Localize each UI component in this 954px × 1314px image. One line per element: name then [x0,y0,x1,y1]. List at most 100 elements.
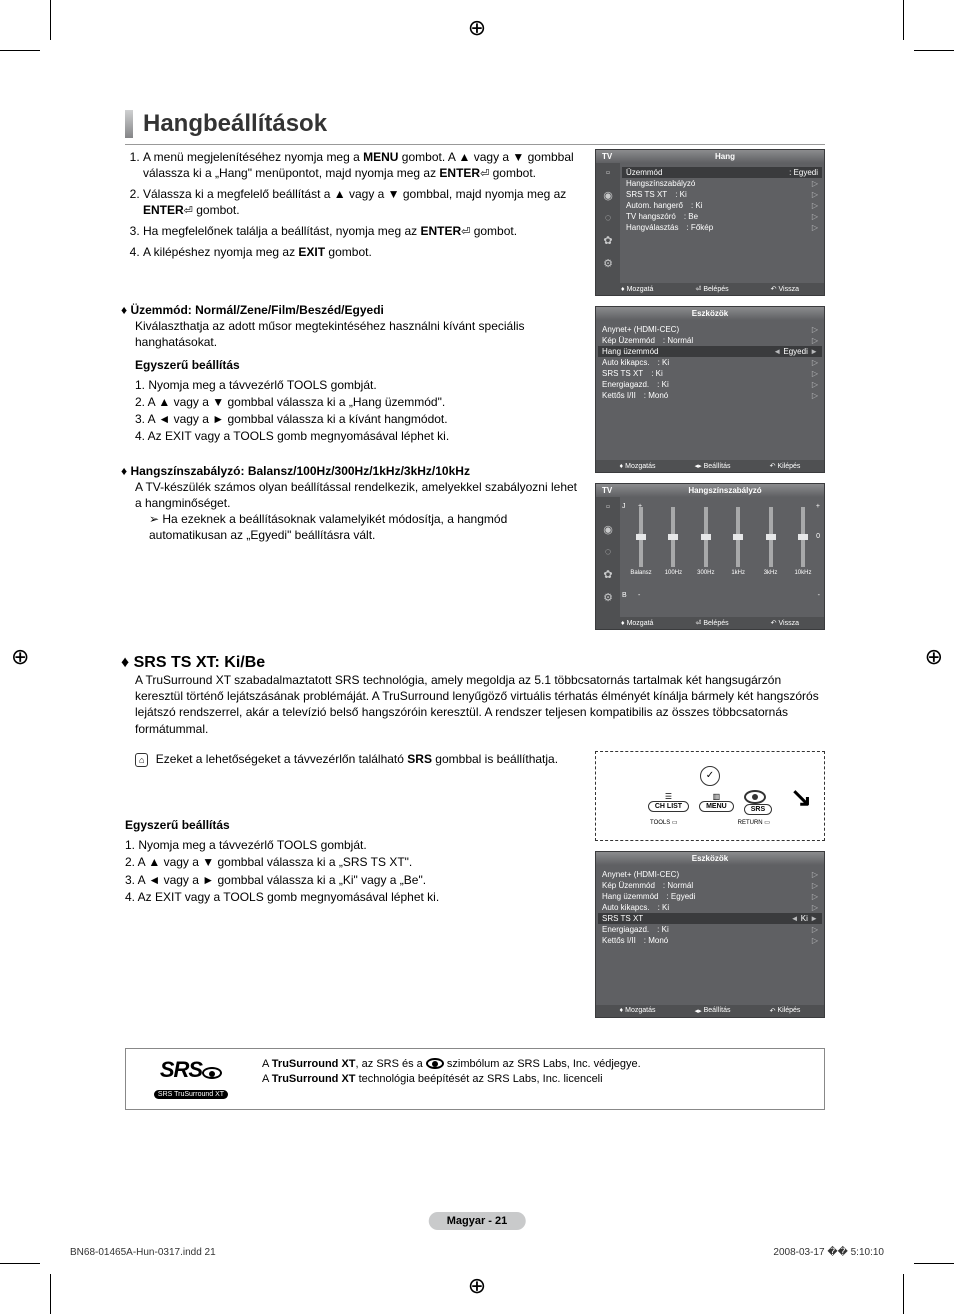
osd-title: Hang [632,152,818,161]
mode-section: Üzemmód: Normál/Zene/Film/Beszéd/Egyedi … [135,302,583,445]
osd-row: Hangszínszabályzó▷ [626,178,818,189]
mode-desc: Kiválaszthatja az adott műsor megtekinté… [135,318,583,350]
osd-sidebar-icons: ▫◉◌✿⚙ [596,163,620,283]
menu-button: MENU [699,801,734,812]
eq-minus: - [638,592,640,599]
osd-tv-label: TV [602,486,632,495]
osd-footer: ♦ Mozgatás ◂▸ Beállítás ↶ Kilépés [596,460,824,472]
tools-label: TOOLS ▭ [650,819,678,826]
srs-remote-note: ⌂ Ezeket a lehetőségeket a távvezérlőn t… [135,751,583,767]
osd-row: Kép Üzemmód: Normál▷ [602,880,818,891]
eq-desc: A TV-készülék számos olyan beállítással … [135,479,583,511]
osd-row: Hang üzemmód: Egyedi▷ [602,891,818,902]
step-2: Válassza ki a megfelelő beállítást a ▲ v… [143,186,583,219]
step-1: A menü megjelenítéséhez nyomja meg a MEN… [143,149,583,182]
crop-mark [0,1263,40,1264]
trademark-line-1: A TruSurround XT, az SRS és a szimbólum … [262,1057,814,1072]
eq-slider: 10kHz [790,507,816,587]
title-bar-icon [125,110,133,138]
info-icon: ⌂ [135,753,148,767]
osd-row: Kettős I/II: Monó▷ [602,390,818,401]
osd-row: Üzemmód: Egyedi [622,167,822,178]
mode-easy-steps: 1. Nyomja meg a távvezérlő TOOLS gombját… [135,377,583,445]
enter-icon [480,166,489,180]
step-3: Ha megfelelőnek találja a beállítást, ny… [143,223,583,240]
crop-mark [914,1263,954,1264]
eq-note: Ha ezeknek a beállításoknak valamelyikét… [149,511,583,543]
osd-tv-label: TV [602,152,632,161]
footer-timestamp: 2008-03-17 �� 5:10:10 [773,1247,884,1258]
eq-slider: 3kHz [758,507,784,587]
eq-slider: 1kHz [725,507,751,587]
osd-row: Kép Üzemmód: Normál▷ [602,335,818,346]
easy-setup-title: Egyszerű beállítás [135,357,583,373]
registration-mark-icon: ⊕ [925,644,943,670]
footer-filename: BN68-01465A-Hun-0317.indd 21 [70,1247,216,1258]
trademark-line-2: A TruSurround XT technológia beépítését … [262,1072,814,1087]
step-4: A kilépéshez nyomja meg az EXIT gombot. [143,244,583,260]
osd-title: Hangszínszabályzó [632,486,818,495]
crop-mark [50,0,51,40]
osd-row: Kettős I/II: Monó▷ [602,935,818,946]
srs-section: SRS TS XT: Ki/Be A TruSurround XT szabad… [135,654,825,737]
eq-left-b: B [622,592,627,599]
srs-easy-steps: 1. Nyomja meg a távvezérlő TOOLS gombját… [125,837,583,905]
crop-mark [0,50,40,51]
srs-title: SRS TS XT: Ki/Be [121,654,825,672]
page-title: Hangbeállítások [143,110,327,138]
osd-footer: ♦ Mozgatá ⏎Belépés ↶ Vissza [596,283,824,295]
osd-row: SRS TS XT: Ki▷ [602,368,818,379]
enter-icon [461,224,470,238]
ok-button-icon: ✓ [700,766,720,786]
srs-eye-icon [744,790,766,804]
crop-mark [50,1274,51,1314]
osd-row: Hangválasztás: Főkép▷ [626,222,818,233]
osd-sidebar-icons: ▫◉◌✿⚙ [596,497,620,617]
osd-hang: TVHang ▫◉◌✿⚙ Üzemmód: EgyediHangszínszab… [595,149,825,296]
crop-mark [914,50,954,51]
print-footer: BN68-01465A-Hun-0317.indd 21 2008-03-17 … [70,1247,884,1258]
eq-section: Hangszínszabályzó: Balansz/100Hz/300Hz/1… [135,463,583,544]
osd-footer: ♦ Mozgatás ◂▸ Beállítás ↶ Kilépés [596,1005,824,1017]
osd-tools-2: Eszközök Anynet+ (HDMI-CEC)▷Kép Üzemmód:… [595,851,825,1018]
osd-title: Eszközök [602,854,818,863]
srs-desc: A TruSurround XT szabadalmaztatott SRS t… [135,672,825,737]
pointer-arrow-icon: ↘ [790,782,812,813]
eq-left-j: J [622,503,626,510]
eq-slider: 300Hz [693,507,719,587]
srs-trademark-block: SRS SRS TruSurround XT A TruSurround XT,… [125,1048,825,1110]
osd-row: Autom. hangerő: Ki▷ [626,200,818,211]
eq-title: Hangszínszabályzó: Balansz/100Hz/300Hz/1… [121,463,583,479]
registration-mark-icon: ⊕ [468,15,486,41]
osd-equalizer: TVHangszínszabályzó ▫◉◌✿⚙ J B + 0 - + 0 … [595,483,825,630]
chlist-button: CH LIST [648,801,689,812]
osd-row: TV hangszóró: Be▷ [626,211,818,222]
page-number-badge: Magyar - 21 [429,1212,526,1230]
srs-button: SRS [744,804,772,815]
osd-row: Anynet+ (HDMI-CEC)▷ [602,324,818,335]
eq-slider: 100Hz [660,507,686,587]
mode-title: Üzemmód: Normál/Zene/Film/Beszéd/Egyedi [121,302,583,318]
crop-mark [903,1274,904,1314]
osd-row: Auto kikapcs.: Ki▷ [602,357,818,368]
srs-eye-icon [426,1058,444,1069]
registration-mark-icon: ⊕ [11,644,29,670]
registration-mark-icon: ⊕ [468,1273,486,1299]
eq-zero: 0 [816,533,820,540]
osd-row: Hang üzemmód◄ Egyedi ► [598,346,822,357]
osd-row: Energiagazd.: Ki▷ [602,924,818,935]
srs-easy-title: Egyszerű beállítás [125,817,583,833]
return-label: RETURN ▭ [738,819,770,826]
osd-row: SRS TS XT: Ki▷ [626,189,818,200]
eq-slider: Balansz [628,507,654,587]
instruction-steps: A menü megjelenítéséhez nyomja meg a MEN… [125,149,583,260]
enter-icon [184,203,193,217]
section-header: Hangbeállítások [125,110,825,145]
osd-row: Anynet+ (HDMI-CEC)▷ [602,869,818,880]
eq-plus: + [816,503,820,510]
remote-diagram: ↘ ✓ ☰CH LIST ▥MENU SRS TOOLS ▭ RETURN ▭ [595,751,825,841]
osd-row: Auto kikapcs.: Ki▷ [602,902,818,913]
osd-tools-1: Eszközök Anynet+ (HDMI-CEC)▷Kép Üzemmód:… [595,306,825,473]
srs-logo: SRS SRS TruSurround XT [136,1057,246,1101]
osd-title: Eszközök [602,309,818,318]
